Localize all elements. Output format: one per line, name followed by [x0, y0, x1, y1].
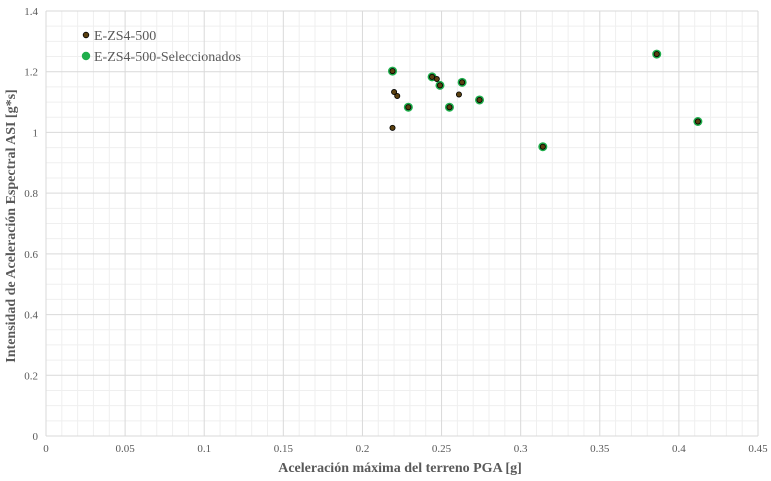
x-axis-title: Aceleración máxima del terreno PGA [g] [278, 461, 522, 476]
x-tick-label: 0.35 [590, 443, 610, 455]
x-tick-label: 0.2 [356, 443, 370, 455]
y-tick-label: 0.2 [24, 370, 38, 382]
y-axis-ticks: 0 0.2 0.4 0.6 0.8 1 1.2 1.4 [24, 6, 38, 443]
y-tick-label: 0.8 [24, 188, 38, 200]
x-tick-label: 0.1 [197, 443, 211, 455]
legend-marker-e-zs4-500 [82, 31, 90, 39]
point-e-zs4-500 [436, 82, 443, 89]
x-axis-ticks: 0 0.05 0.1 0.15 0.2 0.25 0.3 0.35 0.4 0.45 [43, 443, 768, 455]
point-e-zs4-500 [476, 96, 483, 103]
legend: E-ZS4-500 E-ZS4-500-Seleccionados [81, 29, 241, 65]
y-axis-title: Intensidad de Aceleración Espectral ASI … [4, 89, 19, 362]
legend-label-e-zs4-500: E-ZS4-500 [94, 29, 156, 44]
major-grid [45, 10, 759, 437]
x-tick-label: 0.3 [514, 443, 528, 455]
point-e-zs4-500 [446, 104, 453, 111]
y-tick-label: 1.4 [24, 6, 38, 18]
point-e-zs4-500 [405, 104, 412, 111]
x-tick-label: 0.15 [274, 443, 294, 455]
legend-marker-e-zs4-500-seleccionados [81, 51, 91, 61]
y-tick-label: 0 [33, 431, 39, 443]
point-e-zs4-500 [455, 91, 462, 98]
point-e-zs4-500 [394, 93, 401, 100]
data-points [388, 49, 703, 152]
point-e-zs4-500 [694, 118, 701, 125]
point-e-zs4-500 [459, 79, 466, 86]
point-e-zs4-500 [539, 143, 546, 150]
x-tick-label: 0.05 [115, 443, 135, 455]
minor-grid [46, 11, 758, 436]
y-tick-label: 0.6 [24, 249, 38, 261]
y-tick-label: 0.4 [24, 310, 38, 322]
x-tick-label: 0.45 [748, 443, 768, 455]
y-tick-label: 1 [33, 127, 39, 139]
legend-label-e-zs4-500-seleccionados: E-ZS4-500-Seleccionados [94, 50, 241, 65]
x-tick-label: 0.4 [672, 443, 686, 455]
point-e-zs4-500 [389, 68, 396, 75]
point-e-zs4-500 [429, 73, 436, 80]
x-tick-label: 0.25 [432, 443, 452, 455]
x-tick-label: 0 [43, 443, 49, 455]
point-e-zs4-500 [433, 76, 440, 83]
point-e-zs4-500 [391, 89, 398, 96]
y-tick-label: 1.2 [24, 67, 38, 79]
point-e-zs4-500 [653, 51, 660, 58]
point-e-zs4-500 [389, 124, 396, 131]
